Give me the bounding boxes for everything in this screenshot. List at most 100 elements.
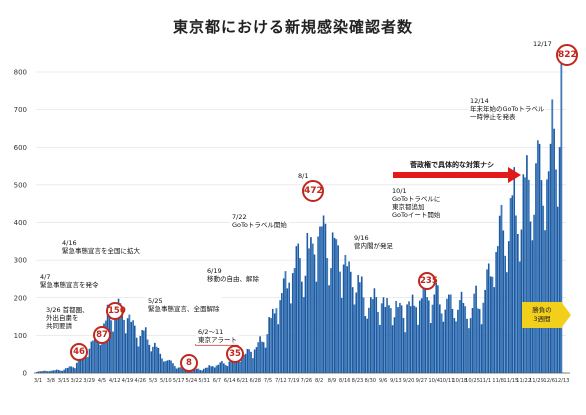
value-circle-a4: 8 bbox=[180, 354, 198, 372]
annotation-text-a7: 7/22 GoToトラベル開始 bbox=[230, 212, 289, 230]
bar bbox=[63, 369, 65, 373]
x-tick-label: 4/5 bbox=[98, 378, 106, 384]
bar bbox=[475, 285, 477, 373]
bar bbox=[163, 361, 165, 373]
bar bbox=[95, 330, 98, 373]
bar bbox=[538, 143, 541, 373]
bar bbox=[43, 370, 45, 373]
bar bbox=[77, 358, 80, 373]
bar bbox=[251, 358, 254, 373]
bar bbox=[482, 302, 485, 373]
value-circle-a8: 472 bbox=[302, 180, 324, 202]
bar bbox=[522, 174, 525, 373]
bar bbox=[299, 258, 301, 373]
x-axis-ticks: 3/1 3/8 3/15 3/22 3/29 4/5 4/12 4/19 4/26 5/3 5/10… bbox=[34, 378, 570, 384]
bar bbox=[535, 163, 537, 373]
bar bbox=[540, 180, 543, 373]
no-plan-arrow bbox=[393, 167, 521, 183]
bar bbox=[551, 99, 554, 373]
bar bbox=[428, 300, 430, 373]
bar bbox=[134, 325, 136, 373]
bar bbox=[489, 276, 492, 373]
bar bbox=[83, 351, 85, 373]
bar bbox=[202, 368, 205, 373]
bar bbox=[206, 367, 209, 373]
bar bbox=[448, 294, 450, 373]
bar bbox=[546, 179, 548, 373]
chart-title: 東京都における新規感染確認者数 bbox=[172, 18, 413, 36]
bar bbox=[497, 246, 499, 373]
bar bbox=[46, 371, 49, 373]
bar bbox=[437, 285, 439, 373]
bar bbox=[368, 307, 370, 373]
annotation-text-a10: 10/1 GoToトラベルに 東京都追加 GoToイート開始 bbox=[390, 186, 443, 220]
bar bbox=[241, 358, 243, 373]
bar bbox=[262, 342, 265, 373]
bar bbox=[500, 204, 503, 373]
bar bbox=[293, 268, 296, 373]
bar bbox=[495, 251, 497, 373]
bar bbox=[477, 308, 479, 373]
x-tick-label: 11/29 bbox=[529, 378, 544, 384]
bar bbox=[433, 294, 436, 373]
bar bbox=[544, 230, 546, 373]
x-tick-label: 9/13 bbox=[390, 378, 402, 384]
bar bbox=[542, 205, 545, 373]
bar bbox=[250, 351, 252, 373]
bar bbox=[70, 366, 73, 373]
bar bbox=[491, 276, 494, 373]
bar bbox=[150, 351, 153, 373]
bar bbox=[409, 306, 412, 373]
bar bbox=[422, 283, 425, 373]
bar bbox=[324, 223, 327, 373]
bar bbox=[288, 282, 290, 373]
bar bbox=[467, 328, 470, 373]
bar bbox=[139, 336, 142, 373]
bar bbox=[230, 359, 232, 373]
y-axis-ticks: 0 100 200 300 400 500 600 700 800 bbox=[14, 69, 27, 378]
bar bbox=[141, 329, 143, 373]
bar bbox=[173, 366, 176, 373]
bar bbox=[357, 275, 359, 373]
bar bbox=[355, 292, 358, 373]
y-tick-label: 200 bbox=[14, 294, 27, 302]
bar bbox=[560, 63, 563, 373]
y-tick-label: 400 bbox=[14, 219, 27, 227]
x-tick-label: 3/8 bbox=[47, 378, 55, 384]
bar bbox=[199, 370, 202, 373]
bar bbox=[418, 300, 421, 373]
bar bbox=[45, 370, 47, 373]
bar bbox=[210, 366, 212, 373]
bar bbox=[161, 358, 163, 373]
bar bbox=[277, 324, 280, 373]
bar bbox=[166, 360, 169, 373]
value-circle-a5: 35 bbox=[226, 345, 244, 363]
bar bbox=[55, 369, 58, 373]
x-tick-label: 8/30 bbox=[364, 378, 376, 384]
bar bbox=[104, 320, 107, 373]
annotation-text-a2: 4/7 緊急事態宣言を発令 bbox=[38, 272, 101, 290]
bar bbox=[239, 361, 241, 373]
bar bbox=[159, 353, 162, 373]
bar bbox=[322, 215, 325, 373]
bar bbox=[509, 198, 512, 373]
bar bbox=[137, 346, 140, 373]
bar bbox=[502, 230, 505, 373]
x-tick-label: 10/25 bbox=[465, 378, 480, 384]
x-tick-label: 5/10 bbox=[160, 378, 172, 384]
bar bbox=[121, 315, 123, 373]
bar bbox=[197, 368, 200, 373]
bar bbox=[386, 298, 388, 373]
bar bbox=[79, 358, 82, 373]
bar bbox=[101, 330, 104, 373]
bar bbox=[333, 237, 336, 373]
bar bbox=[117, 298, 120, 373]
bar bbox=[411, 294, 414, 373]
value-circle-a3: 150 bbox=[106, 302, 126, 320]
x-tick-label: 12/6 bbox=[543, 378, 555, 384]
bar bbox=[208, 365, 211, 373]
bar bbox=[420, 298, 423, 373]
x-tick-label: 7/12 bbox=[275, 378, 287, 384]
y-tick-label: 600 bbox=[14, 144, 27, 152]
bar bbox=[547, 171, 550, 373]
